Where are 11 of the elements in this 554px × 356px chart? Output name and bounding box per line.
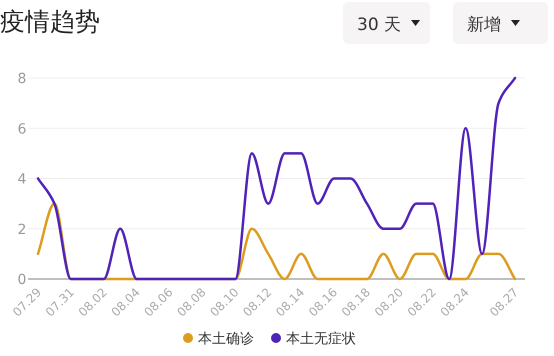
legend-label: 本土确诊 [198, 331, 254, 347]
text: 30 天 [357, 15, 402, 35]
text: 新增 [467, 15, 501, 35]
y-tick-label: 0 [18, 272, 26, 288]
y-tick-label: 8 [18, 71, 26, 87]
y-tick-label: 2 [18, 222, 26, 238]
y-tick-label: 4 [18, 172, 27, 188]
y-tick-label: 6 [18, 121, 27, 138]
line-series [36, 76, 516, 280]
chart-title: 疫情趋势 [0, 7, 100, 36]
legend-label: 本土无症状 [286, 331, 356, 347]
